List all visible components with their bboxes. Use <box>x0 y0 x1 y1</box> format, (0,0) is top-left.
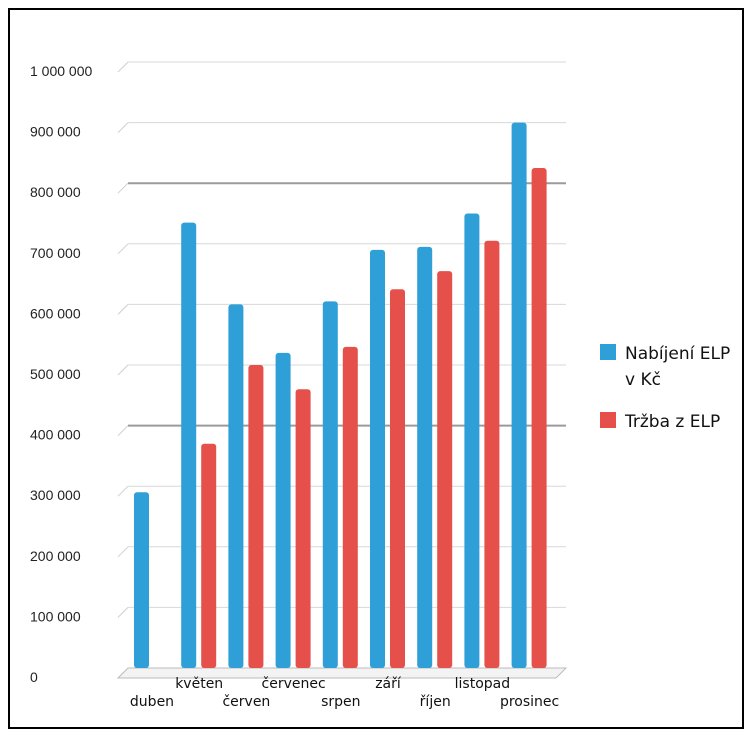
x-category-label: duben <box>130 694 174 710</box>
y-tick-label: 400 000 <box>30 427 81 443</box>
y-tick-label: 100 000 <box>30 608 81 624</box>
bar-trzba <box>342 346 358 668</box>
x-category-label: listopad <box>455 676 510 692</box>
bar-nabijeni <box>228 304 244 668</box>
y-tick-label: 600 000 <box>30 305 81 321</box>
legend-label: v Kč <box>625 370 661 390</box>
bar-nabijeni <box>322 301 338 668</box>
gridline-cap <box>117 122 129 133</box>
y-tick-label: 700 000 <box>30 245 81 261</box>
chart-floor <box>116 667 568 679</box>
bar-trzba <box>484 240 500 668</box>
bar-nabijeni <box>370 249 385 669</box>
legend-swatch <box>600 344 616 360</box>
y-tick-label: 300 000 <box>30 487 81 503</box>
y-tick-label: 900 000 <box>30 124 81 140</box>
bar-trzba <box>248 365 264 668</box>
bar-trzba <box>295 389 311 668</box>
x-category-label: září <box>375 676 402 692</box>
x-category-label: říjen <box>420 694 451 710</box>
bar-nabijeni <box>275 352 291 668</box>
gridline-cap <box>117 425 129 436</box>
bar-trzba <box>531 168 547 669</box>
x-category-label: srpen <box>321 694 360 710</box>
y-tick-label: 800 000 <box>30 184 81 200</box>
legend-swatch <box>600 412 616 428</box>
bar-nabijeni <box>181 222 197 668</box>
bar-trzba <box>201 443 217 668</box>
bar-nabijeni <box>464 213 480 668</box>
y-tick-label: 1 000 000 <box>30 63 92 79</box>
y-tick-label: 500 000 <box>30 366 81 382</box>
legend-label: Nabíjení ELP <box>625 344 730 364</box>
gridline-cap <box>117 607 129 618</box>
gridline-cap <box>117 364 129 376</box>
bar-trzba <box>437 271 453 668</box>
gridline-cap <box>117 304 129 315</box>
x-category-label: květen <box>175 676 223 692</box>
gridline-cap <box>117 243 129 255</box>
gridline-cap <box>117 61 129 73</box>
x-category-label: červen <box>222 694 270 710</box>
legend-label: Tržba z ELP <box>624 412 720 432</box>
y-tick-label: 200 000 <box>30 548 81 564</box>
gridline-cap <box>117 182 129 194</box>
gridline-cap <box>117 546 129 558</box>
y-tick-label: 0 <box>30 669 38 685</box>
bar-nabijeni <box>511 122 527 669</box>
x-category-label: červenec <box>262 676 326 692</box>
bar-nabijeni <box>134 492 149 668</box>
bar-nabijeni <box>417 246 433 668</box>
bar-trzba <box>390 289 405 668</box>
x-category-label: prosinec <box>500 694 559 710</box>
gridline-cap <box>117 485 129 497</box>
